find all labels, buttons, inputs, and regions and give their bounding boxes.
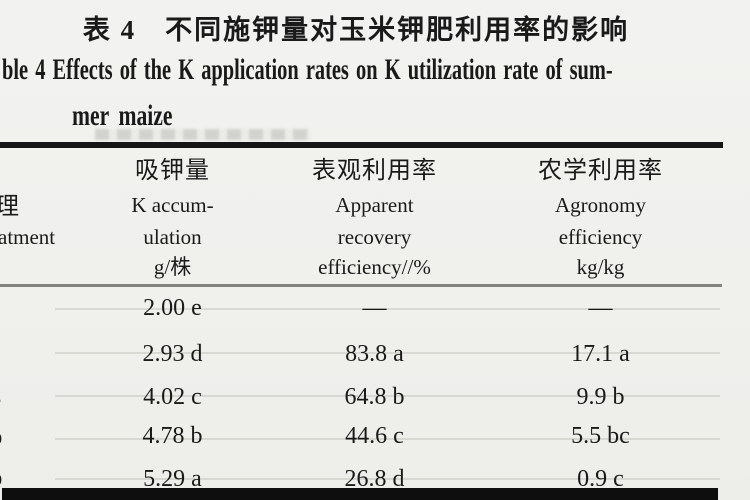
row-treatment-fragment: 0	[0, 472, 14, 490]
row-treatment-fragment: 5	[0, 391, 13, 409]
col-header-apparent-recovery-en1: Apparent	[335, 193, 414, 217]
col-header-treatment-en-fragment: atment	[0, 225, 56, 249]
col-header-agronomy-zh: 农学利用率	[538, 158, 663, 184]
table-top-rule	[0, 142, 723, 148]
table-header-rule	[0, 284, 722, 287]
cell-apparent-recovery: 83.8 a	[345, 341, 404, 367]
scan-streak	[55, 438, 720, 440]
col-header-agronomy-unit: kg/kg	[576, 255, 625, 279]
cell-k-accumulation: 2.00 e	[143, 295, 202, 321]
col-header-apparent-recovery-zh: 表观利用率	[312, 158, 437, 184]
col-header-k-accumulation-en1: K accum-	[131, 193, 214, 217]
table-bottom-rule	[2, 488, 718, 500]
cell-apparent-recovery: 26.8 d	[344, 466, 405, 492]
row-treatment-fragment: 0	[0, 431, 14, 449]
cell-k-accumulation: 4.78 b	[142, 423, 203, 449]
scan-streak	[55, 308, 720, 310]
cell-k-accumulation: 2.93 d	[142, 341, 203, 367]
cell-agronomy-efficiency: —	[588, 295, 613, 321]
scan-streak	[55, 478, 720, 480]
table-caption-en-line1: ble 4 Effects of the K application rates…	[2, 53, 613, 86]
cell-agronomy-efficiency: 0.9 c	[577, 466, 624, 492]
scan-streak	[55, 352, 720, 354]
cell-agronomy-efficiency: 17.1 a	[571, 341, 630, 367]
col-header-agronomy-en2: efficiency	[558, 225, 643, 249]
col-header-k-accumulation-zh: 吸钾量	[135, 158, 210, 184]
cell-agronomy-efficiency: 9.9 b	[576, 384, 625, 410]
col-header-agronomy-en1: Agronomy	[555, 193, 646, 217]
col-header-k-accumulation-en2: ulation	[143, 225, 202, 249]
col-header-apparent-recovery-unit: efficiency//%	[318, 255, 431, 279]
col-header-treatment-zh-fragment: 理	[0, 194, 19, 220]
col-header-apparent-recovery-en2: recovery	[337, 225, 412, 249]
scan-ghost-smudge	[95, 129, 310, 140]
col-header-k-accumulation-unit: g/株	[153, 255, 192, 279]
row-treatment-fragment: 5	[0, 347, 7, 365]
cell-apparent-recovery: 64.8 b	[344, 384, 405, 410]
table-caption-en-line2: mer maize	[72, 99, 173, 132]
cell-agronomy-efficiency: 5.5 bc	[571, 423, 630, 449]
cell-k-accumulation: 5.29 a	[143, 466, 202, 492]
cell-apparent-recovery: 44.6 c	[345, 423, 404, 449]
cell-k-accumulation: 4.02 c	[143, 384, 202, 410]
cell-apparent-recovery: —	[362, 295, 387, 321]
table-caption-zh: 表 4 不同施钾量对玉米钾肥利用率的影响	[82, 15, 630, 45]
scan-streak	[55, 395, 720, 397]
